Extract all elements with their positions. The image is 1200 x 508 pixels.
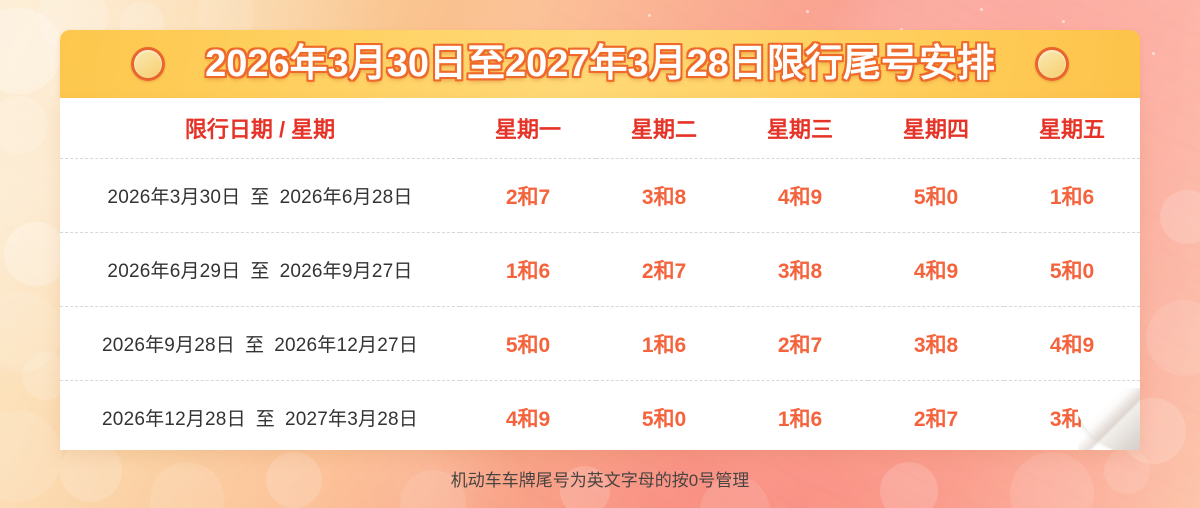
cell-tail-monday: 2和7 xyxy=(505,185,551,209)
table-header-row: 限行日期 / 星期 星期一 星期二 星期三 星期四 星期五 xyxy=(60,98,1140,159)
cell-tail-thursday: 2和7 xyxy=(913,407,959,431)
cell-tail-wednesday: 2和7 xyxy=(777,333,823,357)
cell-tail-friday: 3和8 xyxy=(1049,407,1095,431)
range-start-date: 2026年12月28日 xyxy=(102,409,246,430)
cell-date-range: 2026年6月29日至 2026年9月27日 xyxy=(60,233,460,307)
range-separator: 至 xyxy=(255,409,275,430)
cell-tail-monday: 4和9 xyxy=(505,407,551,431)
circle-ornament-icon xyxy=(1034,47,1069,81)
cell-tail-tuesday: 5和0 xyxy=(641,407,687,431)
schedule-card: 限行日期 / 星期 星期一 星期二 星期三 星期四 星期五 2026年3月30日… xyxy=(60,98,1140,450)
range-end-date: 2026年12月27日 xyxy=(274,335,418,356)
range-start-date: 2026年3月30日 xyxy=(107,187,241,208)
range-start-date: 2026年9月28日 xyxy=(102,335,235,356)
cell-tail-tuesday: 2和7 xyxy=(641,259,687,283)
cell-tail-friday: 5和0 xyxy=(1049,259,1095,283)
range-start-date: 2026年6月29日 xyxy=(107,261,241,282)
bokeh-circle-icon xyxy=(0,96,48,154)
range-end-date: 2027年3月28日 xyxy=(284,409,418,430)
column-header-thursday: 星期四 xyxy=(902,117,969,142)
range-end-date: 2026年6月28日 xyxy=(279,187,413,208)
cell-tail-monday: 1和6 xyxy=(505,259,551,283)
cell-tail-tuesday: 1和6 xyxy=(641,333,687,357)
table-row: 2026年3月30日至 2026年6月28日 2和7 3和8 4和9 5和0 1和… xyxy=(60,158,1140,233)
table-row: 2026年6月29日至 2026年9月27日 1和6 2和7 3和8 4和9 5和… xyxy=(60,232,1140,307)
sparkle-icon xyxy=(1152,52,1155,55)
poster-header-bar: 2026年3月30日至2027年3月28日限行尾号安排 xyxy=(60,30,1140,98)
cell-tail-tuesday: 3和8 xyxy=(641,185,687,209)
bokeh-circle-icon xyxy=(1160,190,1200,244)
circle-ornament-icon xyxy=(131,47,166,81)
column-header-monday: 星期一 xyxy=(494,117,561,142)
range-end-date: 2026年9月27日 xyxy=(279,261,413,282)
range-separator: 至 xyxy=(245,335,265,356)
table-body: 2026年3月30日至 2026年6月28日 2和7 3和8 4和9 5和0 1和… xyxy=(60,158,1140,455)
bokeh-circle-icon xyxy=(1146,300,1200,376)
restriction-schedule-table: 限行日期 / 星期 星期一 星期二 星期三 星期四 星期五 2026年3月30日… xyxy=(60,98,1140,454)
cell-tail-monday: 5和0 xyxy=(505,333,551,357)
table-header: 限行日期 / 星期 星期一 星期二 星期三 星期四 星期五 xyxy=(60,98,1140,159)
sparkle-icon xyxy=(980,8,983,11)
bokeh-circle-icon xyxy=(0,292,62,372)
cell-tail-friday: 4和9 xyxy=(1049,333,1095,357)
cell-date-range: 2026年3月30日至 2026年6月28日 xyxy=(60,159,460,233)
range-separator: 至 xyxy=(250,261,270,282)
table-row: 2026年12月28日至 2027年3月28日 4和9 5和0 1和6 2和7 3… xyxy=(60,380,1140,455)
range-separator: 至 xyxy=(250,187,270,208)
column-header-wednesday: 星期三 xyxy=(766,117,833,142)
sparkle-icon xyxy=(806,10,809,13)
cell-tail-wednesday: 1和6 xyxy=(777,407,823,431)
cell-date-range: 2026年12月28日至 2027年3月28日 xyxy=(60,381,460,455)
cell-date-range: 2026年9月28日至 2026年12月27日 xyxy=(60,307,460,381)
sparkle-icon xyxy=(1062,20,1065,23)
column-header-friday: 星期五 xyxy=(1038,117,1105,142)
cell-tail-wednesday: 3和8 xyxy=(777,259,823,283)
column-header-date-range: 限行日期 / 星期 xyxy=(184,117,336,142)
bokeh-circle-icon xyxy=(0,8,62,94)
column-header-tuesday: 星期二 xyxy=(630,117,697,142)
cell-tail-thursday: 5和0 xyxy=(913,185,959,209)
bokeh-circle-icon xyxy=(4,222,68,286)
cell-tail-friday: 1和6 xyxy=(1049,185,1095,209)
cell-tail-thursday: 4和9 xyxy=(913,259,959,283)
footer-note: 机动车车牌尾号为英文字母的按0号管理 xyxy=(450,471,750,490)
page-title: 2026年3月30日至2027年3月28日限行尾号安排 xyxy=(205,43,995,85)
table-row: 2026年9月28日至 2026年12月27日 5和0 1和6 2和7 3和8 4… xyxy=(60,306,1140,381)
sparkle-icon xyxy=(648,14,651,17)
cell-tail-wednesday: 4和9 xyxy=(777,185,823,209)
cell-tail-thursday: 3和8 xyxy=(913,333,959,357)
